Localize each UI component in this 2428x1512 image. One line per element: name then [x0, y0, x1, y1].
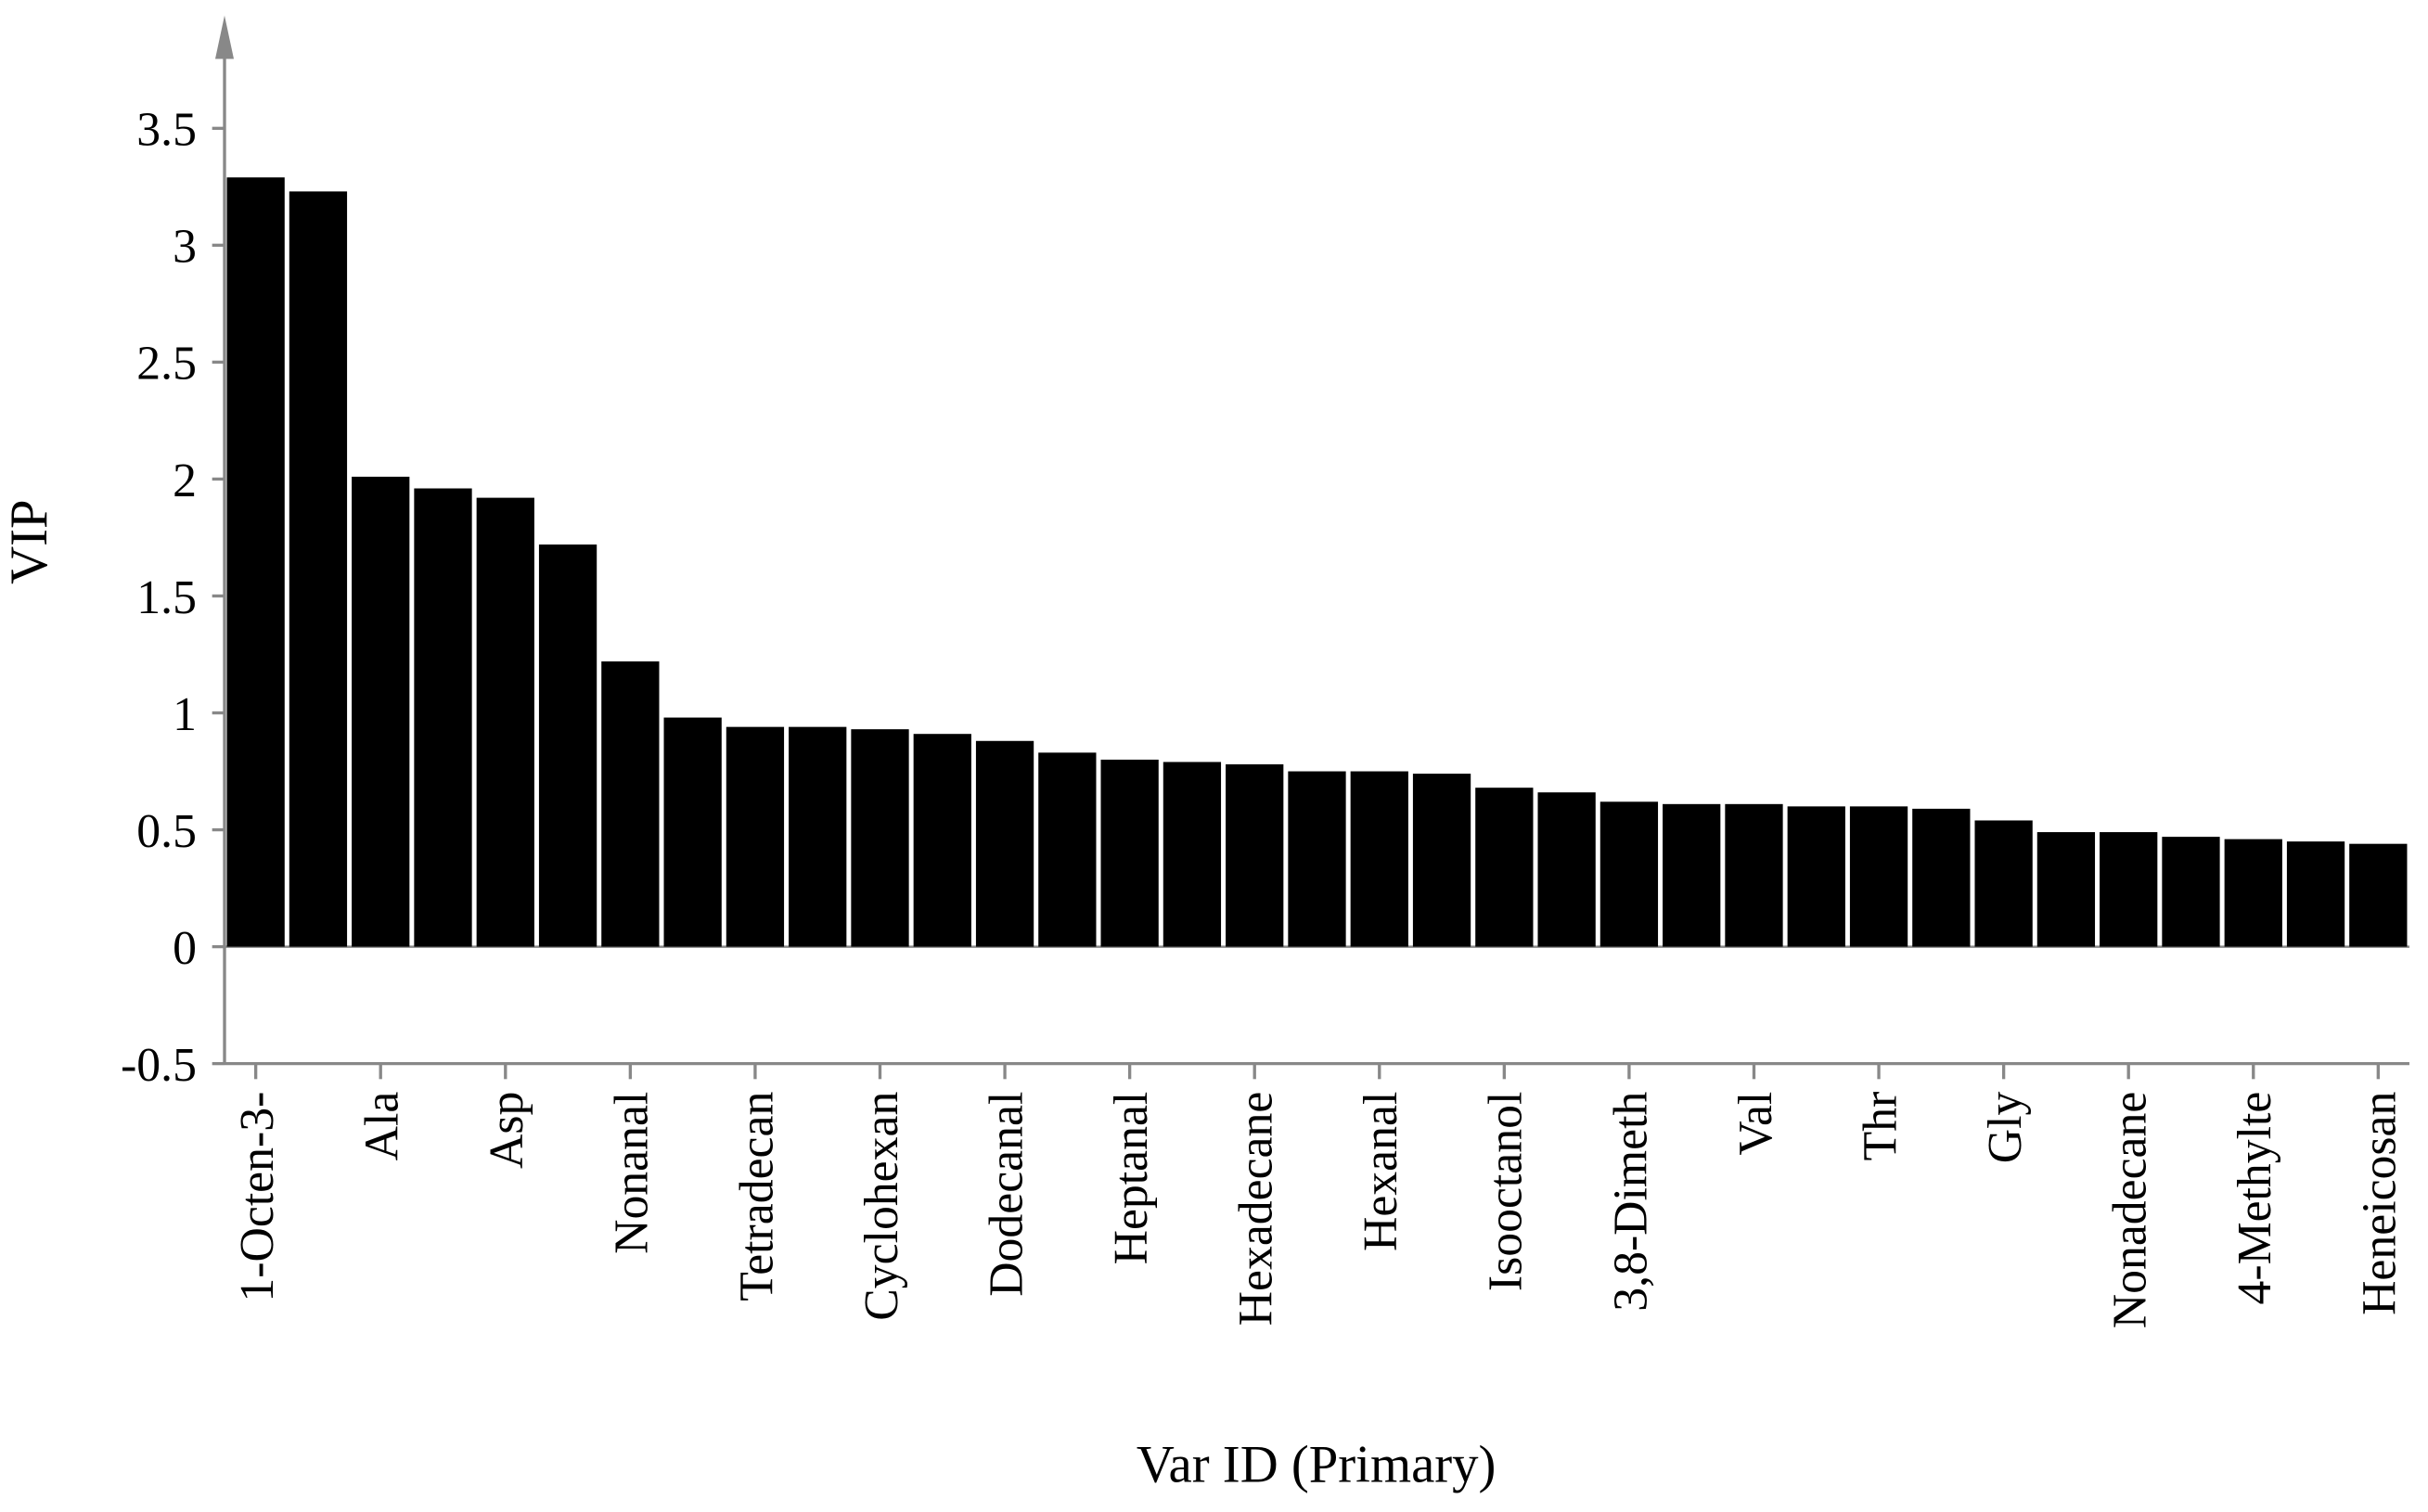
- bar: [1912, 808, 1971, 947]
- x-tick-label: Dodecanal: [980, 1092, 1033, 1297]
- x-tick-label: Heptanal: [1105, 1092, 1158, 1265]
- y-axis-title: VIP: [0, 499, 58, 583]
- bar: [1787, 806, 1845, 947]
- bar: [2162, 837, 2220, 947]
- bar: [476, 497, 534, 947]
- bar: [1599, 801, 1659, 947]
- x-tick-label: Gly: [1979, 1092, 2032, 1164]
- x-tick-label: Cyclohexan: [855, 1092, 908, 1321]
- axis-arrow: [214, 15, 235, 59]
- x-tick-label: 3,8-Dimeth: [1604, 1092, 1657, 1312]
- bar: [2100, 832, 2158, 947]
- y-tick-label: 1.5: [136, 571, 197, 624]
- bar: [414, 488, 472, 947]
- y-tick-label: 2.5: [136, 338, 197, 391]
- bar: [1288, 771, 1346, 947]
- bar: [226, 177, 285, 947]
- bar: [538, 545, 597, 947]
- bar: [1163, 762, 1222, 947]
- bar: [601, 661, 660, 947]
- x-tick-label: Thr: [1854, 1092, 1907, 1161]
- bar: [2349, 843, 2408, 947]
- bar: [975, 740, 1034, 947]
- x-tick-label: Hexanal: [1355, 1092, 1407, 1251]
- bar: [1038, 752, 1097, 947]
- y-tick-label: 0.5: [136, 805, 197, 858]
- x-tick-label: 4-Methylte: [2229, 1092, 2281, 1305]
- bar: [1725, 803, 1783, 947]
- x-tick-label: Val: [1729, 1092, 1782, 1156]
- x-tick-label: Asp: [481, 1092, 533, 1169]
- bar: [2224, 839, 2282, 947]
- bar: [851, 729, 909, 947]
- x-tick-label: Heneicosan: [2354, 1092, 2407, 1315]
- x-tick-label: Hexadecane: [1230, 1092, 1283, 1326]
- x-tick-label: Nonadecane: [2104, 1092, 2157, 1329]
- bar: [1412, 774, 1471, 947]
- x-tick-label: Nonanal: [606, 1092, 659, 1254]
- y-tick-label: 2: [173, 455, 197, 507]
- bar: [2286, 841, 2345, 947]
- y-tick-label: 3.5: [136, 104, 197, 157]
- x-tick-label: Ala: [356, 1092, 409, 1161]
- bar: [1350, 771, 1408, 947]
- bar: [2036, 832, 2096, 947]
- x-tick-label: 1-Octen-3-: [231, 1092, 284, 1302]
- bar: [352, 476, 410, 947]
- bar: [726, 726, 785, 947]
- bar: [1475, 788, 1534, 947]
- bar: [1226, 763, 1284, 947]
- y-tick-label: 0: [173, 922, 197, 975]
- x-tick-label: Tetradecan: [730, 1092, 783, 1301]
- bar: [1663, 803, 1721, 947]
- y-tick-label: 3: [173, 221, 197, 274]
- bar: [663, 717, 722, 947]
- bar: [913, 734, 971, 947]
- x-tick-label: Isooctanol: [1480, 1092, 1533, 1291]
- bar: [1100, 759, 1159, 947]
- y-tick-label: 1: [173, 688, 197, 741]
- bar: [1849, 806, 1908, 947]
- bar: [1974, 820, 2033, 947]
- bar: [789, 726, 847, 947]
- bar: [289, 191, 348, 947]
- y-tick-label: -0.5: [121, 1039, 197, 1092]
- x-axis-title: Var ID (Primary): [1137, 1435, 1497, 1493]
- bar: [1537, 792, 1596, 947]
